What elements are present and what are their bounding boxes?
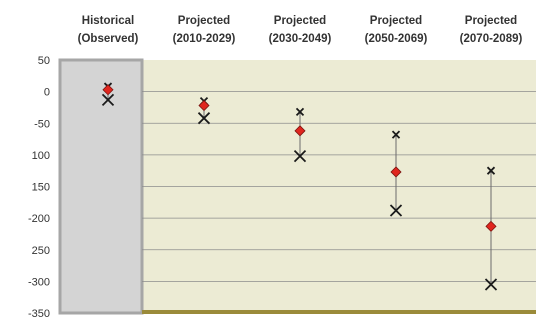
y-tick-label: -300 (28, 276, 50, 288)
category-label-line2: (2070-2089) (460, 33, 523, 45)
category-label-line2: (Observed) (78, 33, 139, 45)
data-markers (101, 82, 498, 291)
category-label-line1: Projected (178, 15, 230, 27)
category-label-line1: Projected (370, 15, 422, 27)
category-label-line2: (2050-2069) (365, 33, 428, 45)
red-diamond-marker (294, 125, 306, 137)
y-tick-label: -50 (34, 118, 50, 130)
plot-background (58, 58, 536, 315)
small-x-stroke (391, 130, 401, 139)
historical-background (58, 58, 144, 315)
category-labels: Historical (Observed) Projected (2010-2029)… (78, 15, 523, 45)
large-x-stroke (293, 150, 307, 163)
red-diamond-marker (102, 84, 114, 96)
large-x-marker (389, 204, 403, 217)
y-tick-label: 250 (32, 245, 50, 257)
large-x-stroke (197, 112, 211, 125)
y-tick-label: -350 (28, 308, 50, 320)
small-x-marker (391, 130, 401, 139)
gridlines (142, 91, 536, 282)
y-tick-label: 0 (44, 87, 50, 99)
category-label-line2: (2010-2029) (173, 33, 236, 45)
projected-bottom-band (142, 310, 536, 314)
small-x-marker (486, 166, 496, 175)
small-x-stroke (295, 107, 305, 117)
category-label-line2: (2030-2049) (269, 33, 332, 45)
y-tick-label: 100 (32, 150, 50, 162)
y-tick-label: 150 (32, 182, 50, 194)
red-diamond-marker (485, 220, 497, 232)
small-x-stroke (486, 166, 496, 175)
large-x-stroke (389, 204, 403, 217)
category-label-line1: Historical (82, 15, 134, 27)
y-tick-label: -200 (28, 213, 50, 225)
y-axis-ticks: 50 0 -50 100 150 -200 250 -300 -350 (28, 55, 50, 320)
large-x-stroke (484, 278, 498, 291)
large-x-marker (484, 278, 498, 291)
category-label-line1: Projected (274, 15, 326, 27)
large-x-stroke (101, 93, 115, 106)
category-label-line1: Projected (465, 15, 517, 27)
large-x-marker (101, 93, 115, 106)
red-diamond-marker (198, 99, 210, 112)
small-x-marker (295, 107, 305, 117)
y-tick-label: 50 (38, 55, 50, 67)
large-x-marker (293, 150, 307, 163)
large-x-marker (197, 112, 211, 125)
red-diamond-marker (390, 166, 402, 178)
